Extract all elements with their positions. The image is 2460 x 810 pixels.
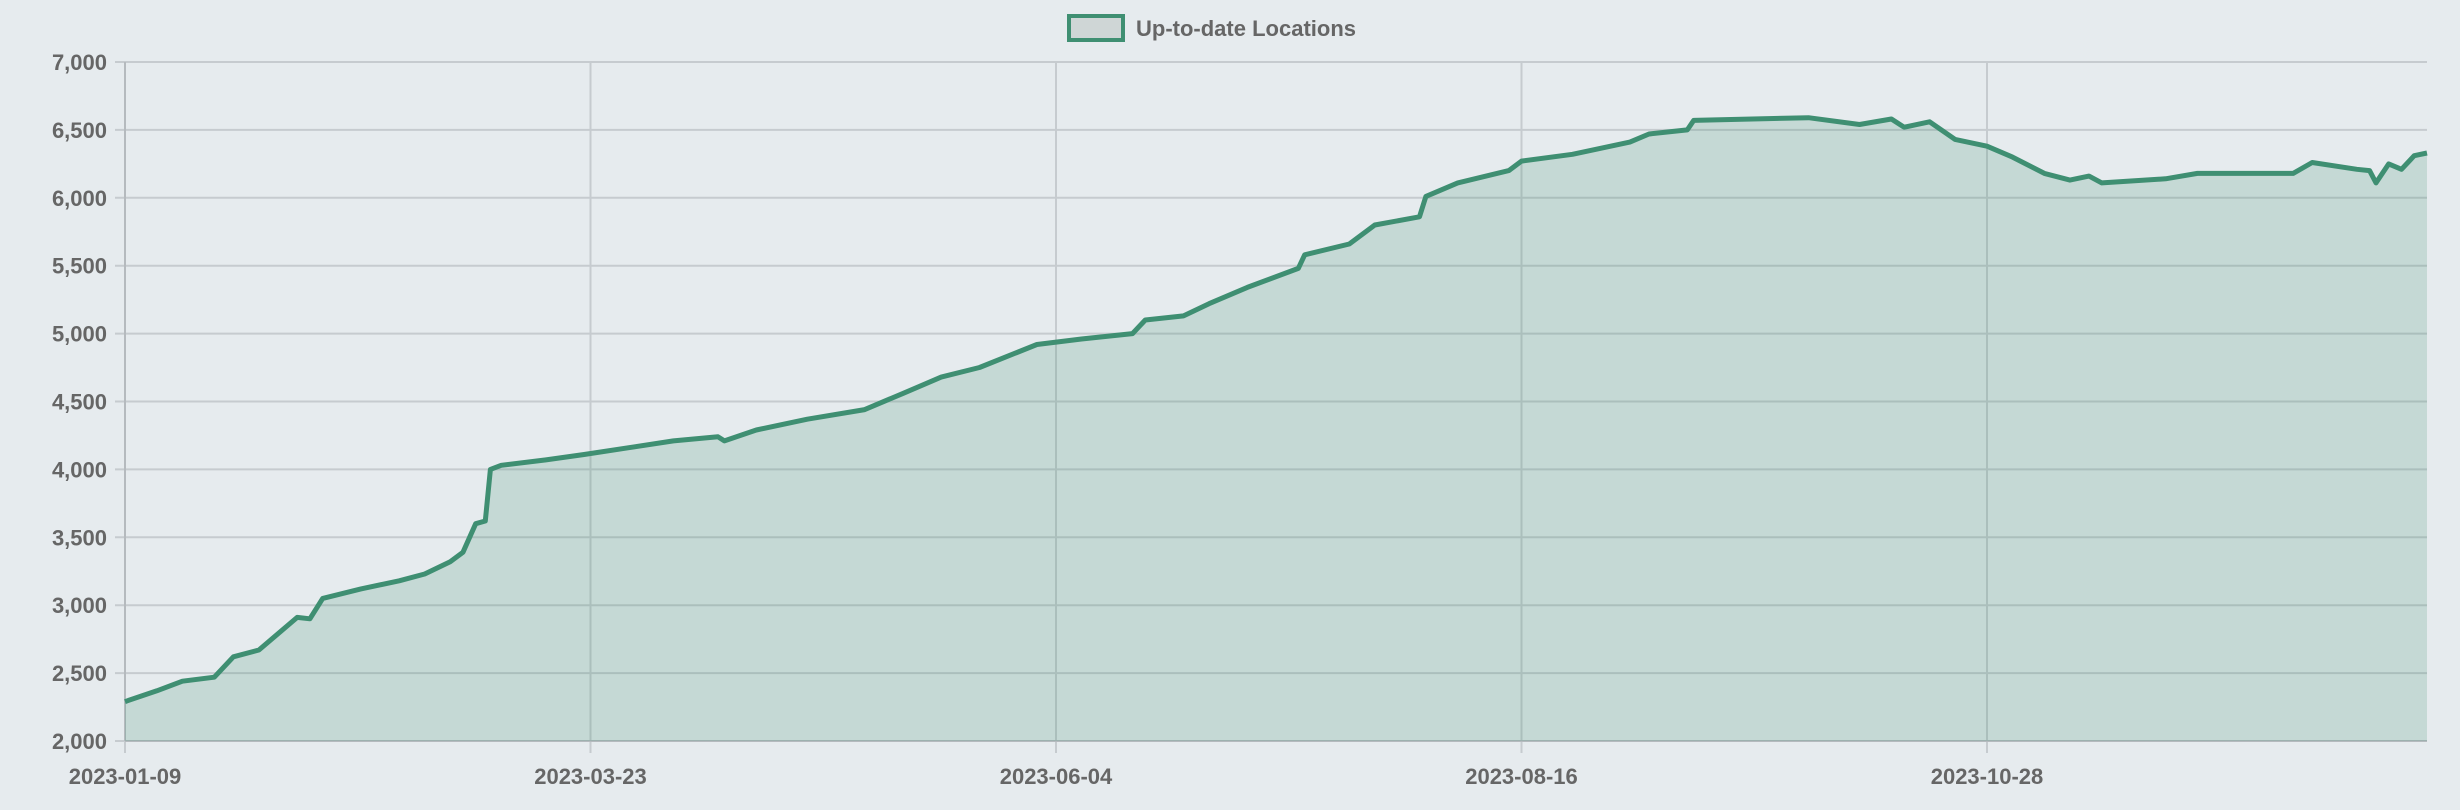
y-tick-label: 5,500 xyxy=(52,254,107,279)
y-tick-label: 3,500 xyxy=(52,525,107,550)
y-tick-label: 5,000 xyxy=(52,322,107,347)
x-tick-label: 2023-01-09 xyxy=(69,764,182,789)
y-tick-label: 2,500 xyxy=(52,661,107,686)
y-axis: 2,000 2,500 3,000 3,500 4,000 4,500 5,000 5,500… xyxy=(52,50,107,754)
y-tick-label: 4,500 xyxy=(52,390,107,415)
x-tick-label: 2023-03-23 xyxy=(534,764,647,789)
x-tick-label: 2023-08-16 xyxy=(1465,764,1578,789)
legend-label[interactable]: Up-to-date Locations xyxy=(1136,16,1356,41)
legend[interactable]: Up-to-date Locations xyxy=(1067,14,1356,42)
y-tick-label: 6,500 xyxy=(52,118,107,143)
y-tick-label: 2,000 xyxy=(52,729,107,754)
x-tick-label: 2023-06-04 xyxy=(1000,764,1113,789)
legend-swatch[interactable] xyxy=(1067,14,1125,42)
x-axis: 2023-01-09 2023-03-23 2023-06-04 2023-08-16… xyxy=(69,764,2044,789)
y-tick-label: 6,000 xyxy=(52,186,107,211)
y-tick-label: 7,000 xyxy=(52,50,107,75)
y-tick-label: 4,000 xyxy=(52,457,107,482)
series-line xyxy=(124,115,2428,704)
grid-lines xyxy=(115,61,2427,753)
series-area-fill xyxy=(125,117,2427,741)
y-tick-label: 3,000 xyxy=(52,593,107,618)
x-tick-label: 2023-10-28 xyxy=(1931,764,2044,789)
